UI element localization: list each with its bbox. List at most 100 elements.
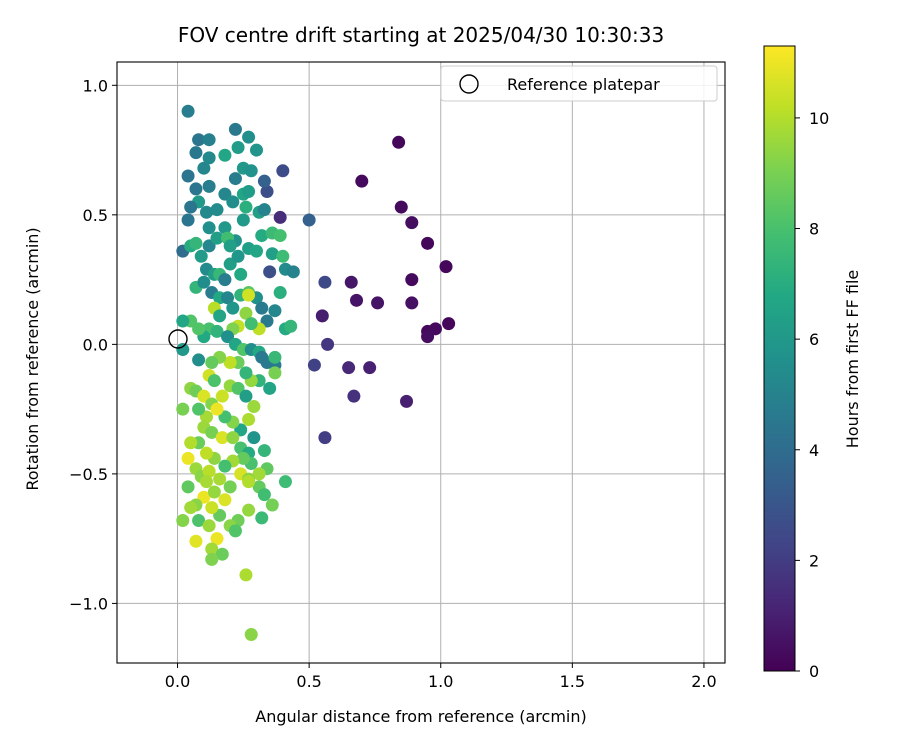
scatter-point [192, 514, 206, 528]
scatter-point [202, 151, 216, 165]
reference-point-marker [168, 329, 188, 349]
scatter-point [249, 143, 263, 157]
scatter-point [242, 412, 256, 426]
scatter-point [210, 532, 224, 546]
scatter-point [286, 265, 300, 279]
scatter-point [265, 498, 279, 512]
scatter-point [215, 389, 229, 403]
scatter-point [218, 148, 232, 162]
scatter-point [307, 358, 321, 372]
scatter-point [255, 229, 269, 243]
y-tick-label: 0.5 [83, 206, 108, 225]
scatter-point [239, 366, 253, 380]
scatter-point [228, 524, 242, 538]
colorbar-tick-label: 2 [809, 551, 819, 570]
scatter-point [202, 464, 216, 478]
scatter-point [207, 374, 221, 388]
scatter-point [176, 514, 190, 528]
y-tick-label: 0.0 [83, 335, 108, 354]
scatter-point [257, 174, 271, 188]
scatter-point [239, 568, 253, 582]
scatter-point [278, 475, 292, 489]
scatter-point [213, 472, 227, 486]
scatter-point [184, 501, 198, 515]
scatter-point [205, 501, 219, 515]
scatter-point [400, 394, 414, 408]
scatter-point [189, 182, 203, 196]
scatter-point [197, 275, 211, 289]
scatter-point [215, 431, 229, 445]
scatter-point [199, 475, 213, 489]
legend: Reference platepar [440, 65, 718, 102]
scatter-point [184, 200, 198, 214]
scatter-point [302, 213, 316, 227]
scatter-point [421, 236, 435, 250]
scatter-point [244, 628, 258, 642]
scatter-point [242, 185, 256, 199]
scatter-point [223, 239, 237, 253]
scatter-point [236, 451, 250, 465]
scatter-point [442, 317, 456, 331]
scatter-point [263, 265, 277, 279]
scatter-point [189, 236, 203, 250]
scatter-point [273, 210, 287, 224]
scatter-point [228, 172, 242, 186]
scatter-point [371, 296, 385, 310]
scatter-point [239, 200, 253, 214]
scatter-point [194, 249, 208, 263]
scatter-point [197, 161, 211, 175]
scatter-point [318, 275, 332, 289]
scatter-point [192, 133, 206, 147]
scatter-point [181, 213, 195, 227]
scatter-point [205, 425, 219, 439]
colorbar-tick-label: 8 [809, 220, 819, 239]
scatter-point [265, 247, 279, 261]
scatter-point [218, 221, 232, 235]
colorbar-label: Hours from first FF file [843, 270, 862, 449]
scatter-point [321, 337, 335, 351]
colorbar-gradient [763, 45, 796, 672]
scatter-point [239, 306, 253, 320]
x-axis-label: Angular distance from reference (arcmin) [255, 707, 586, 726]
x-tick-label: 2.0 [691, 672, 716, 691]
scatter-point [231, 249, 245, 263]
y-tick-label: −0.5 [69, 465, 108, 484]
scatter-point [263, 381, 277, 395]
scatter-point [199, 446, 213, 460]
scatter-point [213, 309, 227, 323]
scatter-point [276, 164, 290, 178]
scatter-point [210, 324, 224, 338]
scatter-point [228, 122, 242, 136]
scatter-point [355, 174, 369, 188]
scatter-point [218, 459, 232, 473]
y-tick-label: 1.0 [83, 76, 108, 95]
scatter-point [181, 169, 195, 183]
scatter-point [202, 133, 216, 147]
scatter-point [210, 203, 224, 217]
scatter-point [181, 480, 195, 494]
scatter-point [363, 361, 377, 375]
scatter-point [236, 213, 250, 227]
scatter-point [247, 400, 261, 414]
scatter-point [202, 221, 216, 235]
scatter-point [242, 130, 256, 144]
scatter-point [260, 185, 274, 199]
scatter-point [215, 547, 229, 561]
scatter-point [176, 314, 190, 328]
scatter-point [405, 216, 419, 230]
scatter-point [342, 361, 356, 375]
colorbar-tick-label: 0 [809, 662, 819, 681]
scatter-point [242, 503, 256, 517]
colorbar-tick-label: 6 [809, 330, 819, 349]
scatter-point [405, 273, 419, 287]
y-axis-label: Rotation from reference (arcmin) [23, 227, 42, 490]
scatter-point [210, 402, 224, 416]
colorbar-tick-label: 4 [809, 441, 819, 460]
scatter-point [350, 293, 364, 307]
scatter-point [202, 179, 216, 193]
x-tick-label: 1.0 [428, 672, 453, 691]
scatter-point [273, 286, 287, 300]
scatter-point [210, 231, 224, 245]
scatter-point [257, 203, 271, 217]
